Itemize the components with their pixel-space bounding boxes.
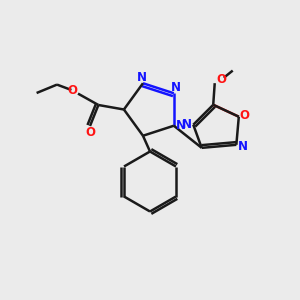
Text: N: N [238, 140, 248, 153]
Text: N: N [136, 71, 146, 84]
Text: O: O [240, 109, 250, 122]
Text: N: N [182, 118, 192, 131]
Text: O: O [216, 73, 226, 86]
Text: N: N [171, 81, 181, 94]
Text: N: N [176, 118, 186, 132]
Text: O: O [68, 84, 78, 97]
Text: O: O [85, 126, 95, 139]
